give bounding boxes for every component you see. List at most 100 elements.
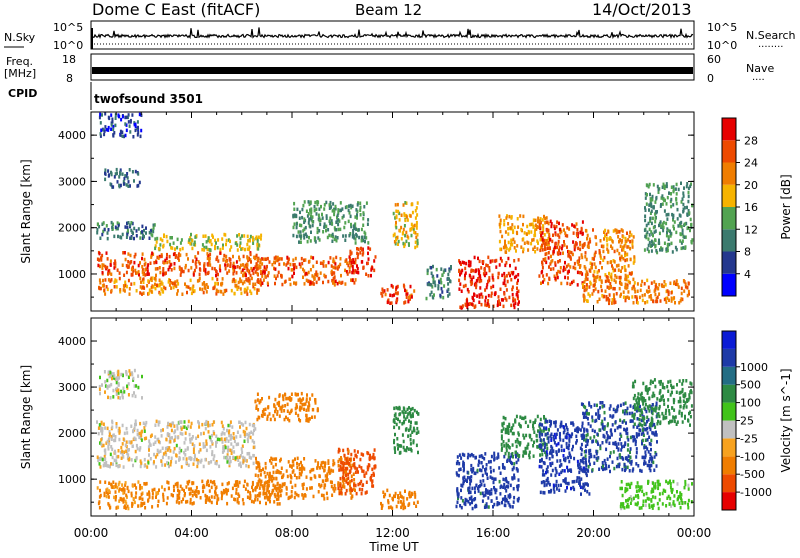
velocity-cell — [323, 486, 325, 490]
velocity-cell — [279, 407, 281, 411]
power-cell — [364, 236, 366, 240]
velocity-cell — [583, 484, 585, 488]
power-cell — [545, 242, 547, 246]
power-cell — [97, 264, 99, 268]
velocity-cell — [563, 449, 565, 453]
velocity-cell — [409, 427, 411, 431]
power-cell — [537, 217, 539, 221]
power-cell — [644, 301, 646, 305]
velocity-cell — [196, 486, 198, 490]
power-cell — [614, 228, 616, 232]
power-cell — [512, 293, 514, 297]
power-cell — [447, 294, 449, 298]
power-cell — [314, 205, 316, 209]
power-cell — [411, 295, 413, 299]
power-cell — [597, 275, 599, 279]
power-cell — [642, 299, 644, 303]
velocity-cell — [192, 490, 194, 494]
velocity-cell — [558, 449, 560, 453]
power-cell — [577, 261, 579, 265]
power-cell — [447, 288, 449, 292]
power-cell — [357, 271, 359, 275]
power-cell — [173, 241, 175, 245]
velocity-cell — [460, 468, 462, 472]
power-cell — [133, 282, 135, 286]
power-cell — [506, 288, 508, 292]
velocity-cell — [245, 487, 247, 491]
power-cell — [488, 276, 490, 280]
power-cell — [295, 281, 297, 285]
power-cell — [164, 287, 166, 291]
velocity-cell — [504, 466, 506, 470]
velocity-cell — [104, 481, 106, 485]
velocity-cell — [291, 409, 293, 413]
power-cell — [256, 243, 258, 247]
power-cell — [186, 253, 188, 257]
power-cell — [597, 300, 599, 304]
velocity-cell — [255, 474, 257, 478]
power-cell — [640, 284, 642, 288]
power-cell — [271, 263, 273, 267]
velocity-cell — [215, 441, 217, 445]
power-cell — [111, 278, 113, 282]
velocity-cell — [269, 475, 271, 479]
power-cell — [299, 217, 301, 221]
power-cell — [688, 290, 690, 294]
power-cell — [141, 230, 143, 234]
power-cell — [677, 283, 679, 287]
velocity-cell — [139, 484, 141, 488]
power-cell — [365, 273, 367, 277]
velocity-cell — [211, 434, 213, 438]
power-cell — [104, 265, 106, 269]
power-cell — [201, 288, 203, 292]
velocity-cell — [367, 466, 369, 470]
power-cell — [542, 218, 544, 222]
velocity-cell — [158, 488, 160, 492]
velocity-cell — [234, 484, 236, 488]
power-cell — [676, 248, 678, 252]
power-cell — [404, 224, 406, 228]
freq-tick-bottom: 8 — [66, 72, 73, 85]
velocity-cell — [467, 453, 469, 457]
power-cell — [186, 291, 188, 295]
power-cell — [464, 267, 466, 271]
power-cell — [648, 244, 650, 248]
power-cell — [181, 238, 183, 242]
velocity-cell — [518, 455, 520, 459]
power-cell — [101, 233, 103, 237]
power-cell — [385, 293, 387, 297]
velocity-cell — [246, 433, 248, 437]
velocity-cell — [288, 496, 290, 500]
power-cell — [303, 269, 305, 273]
velocity-cell — [230, 442, 232, 446]
velocity-cell — [274, 486, 276, 490]
velocity-cell — [492, 505, 494, 509]
power-cell — [677, 217, 679, 221]
velocity-cell — [240, 465, 242, 469]
power-cell — [668, 235, 670, 239]
power-cell — [479, 260, 481, 264]
power-cell — [184, 282, 186, 286]
velocity-cell — [508, 452, 510, 456]
power-cell — [366, 201, 368, 205]
power-cell — [356, 213, 358, 217]
velocity-cell — [505, 489, 507, 493]
power-cell — [658, 224, 660, 228]
velocity-cell — [107, 440, 109, 444]
power-cell — [299, 211, 301, 215]
velocity-cell — [491, 499, 493, 503]
power-cell — [124, 281, 126, 285]
power-cell — [686, 213, 688, 217]
power-cell — [625, 299, 627, 303]
velocity-cell — [511, 452, 513, 456]
velocity-cell — [471, 487, 473, 491]
power-cell — [506, 274, 508, 278]
velocity-cell — [143, 422, 145, 426]
power-cell — [608, 272, 610, 276]
power-cell — [131, 231, 133, 235]
power-cell — [624, 244, 626, 248]
velocity-cell — [410, 434, 412, 438]
power-cell — [120, 133, 122, 137]
power-cell — [324, 203, 326, 207]
power-cell — [208, 258, 210, 262]
